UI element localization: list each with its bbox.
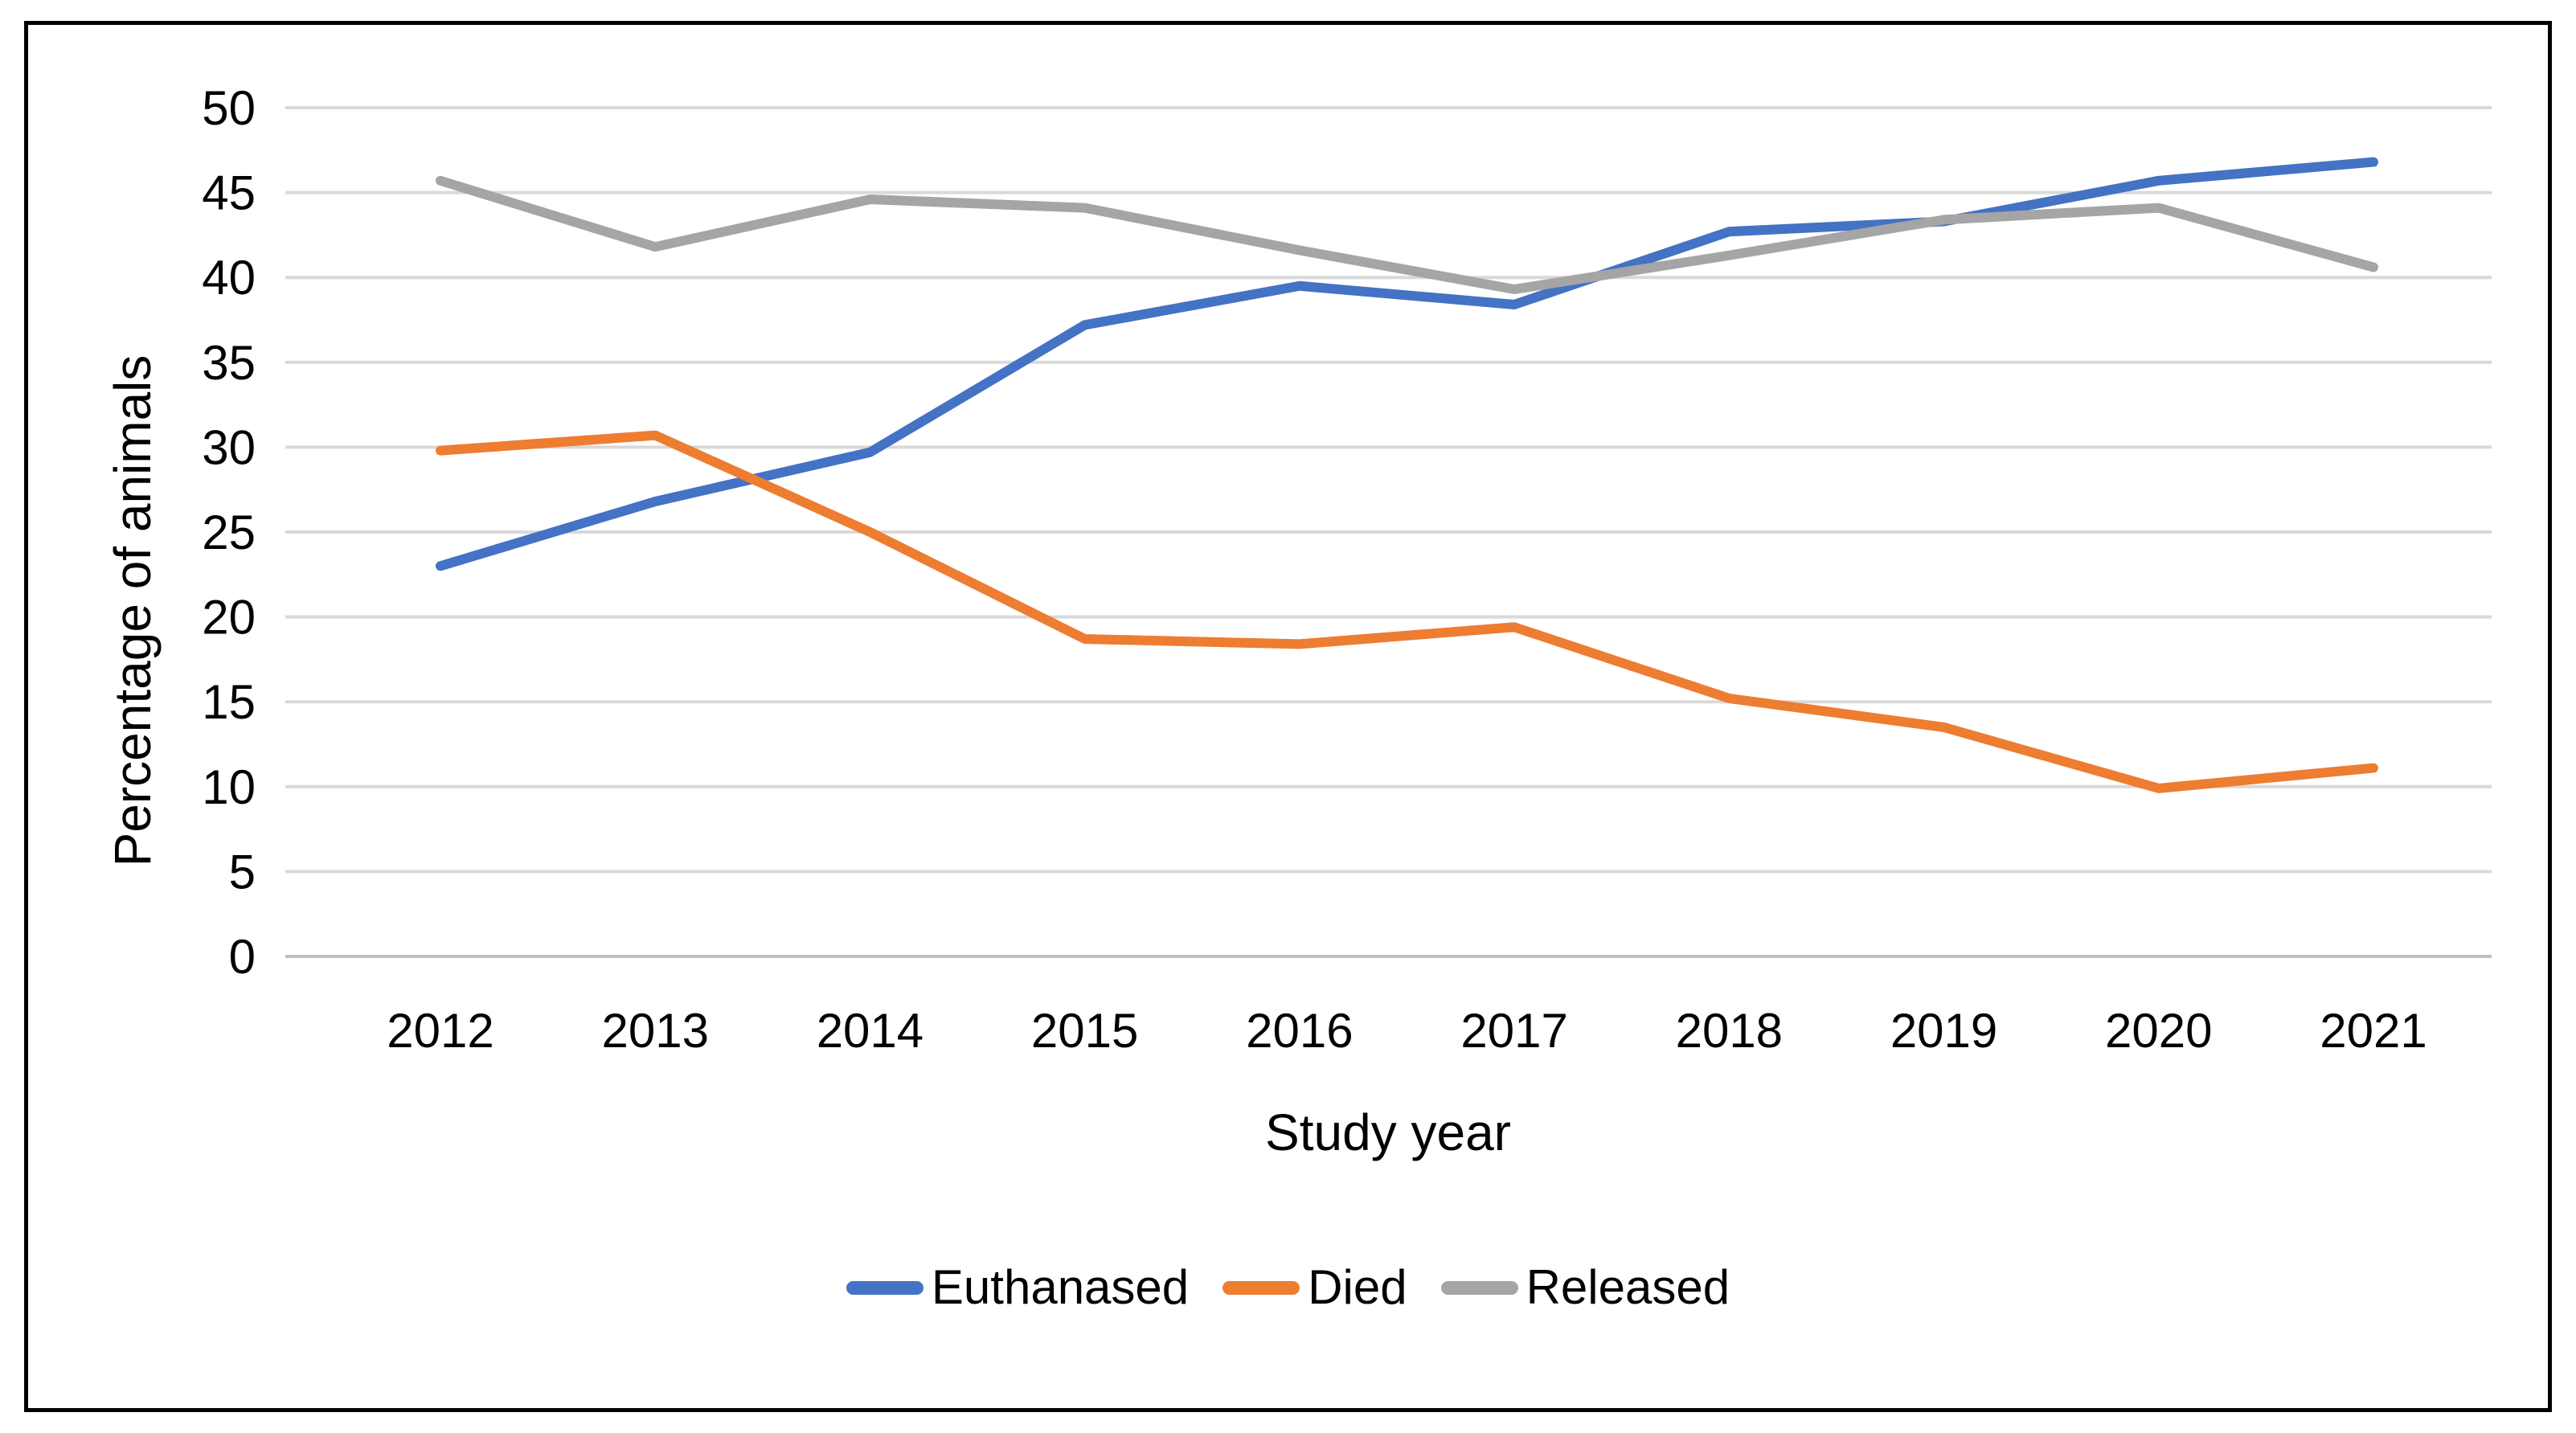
y-tick-label: 45 [202, 166, 256, 220]
y-tick-label: 0 [229, 930, 256, 984]
legend-label-released: Released [1526, 1260, 1730, 1314]
y-axis-title: Percentage of animals [104, 354, 162, 867]
series-line-died [436, 430, 2378, 793]
x-tick-label: 2021 [2320, 1004, 2427, 1058]
x-tick-label: 2014 [817, 1004, 924, 1058]
y-tick-label: 50 [202, 81, 256, 135]
y-tick-label: 20 [202, 591, 256, 645]
legend-label-euthanased: Euthanased [931, 1260, 1190, 1314]
x-tick-label: 2012 [387, 1004, 493, 1058]
legend-swatch-euthanased [846, 1280, 924, 1295]
x-tick-label: 2015 [1031, 1004, 1138, 1058]
y-tick-label: 40 [202, 251, 256, 305]
y-tick-label: 10 [202, 760, 256, 814]
x-tick-label: 2017 [1460, 1004, 1567, 1058]
x-axis-title: Study year [1265, 1103, 1511, 1161]
x-tick-label: 2018 [1676, 1004, 1783, 1058]
chart-legend: Euthanased Died Released [0, 1263, 2576, 1312]
legend-swatch-released [1440, 1280, 1518, 1295]
y-tick-label: 25 [202, 506, 256, 559]
x-tick-label: 2020 [2105, 1004, 2212, 1058]
legend-item-released: Released [1440, 1260, 1730, 1314]
legend-item-euthanased: Euthanased [846, 1263, 1189, 1312]
legend-item-died: Died [1222, 1263, 1407, 1312]
y-tick-label: 35 [202, 336, 256, 390]
series-line-euthanased [436, 157, 2378, 571]
y-tick-label: 5 [229, 845, 256, 899]
x-tick-label: 2019 [1890, 1004, 1997, 1058]
x-tick-label: 2013 [601, 1004, 708, 1058]
legend-label-died: Died [1308, 1260, 1407, 1314]
series-line-released [436, 175, 2378, 294]
y-tick-label: 15 [202, 675, 256, 729]
x-tick-label: 2016 [1246, 1004, 1353, 1058]
legend-swatch-died [1222, 1280, 1300, 1295]
y-tick-label: 30 [202, 420, 256, 474]
